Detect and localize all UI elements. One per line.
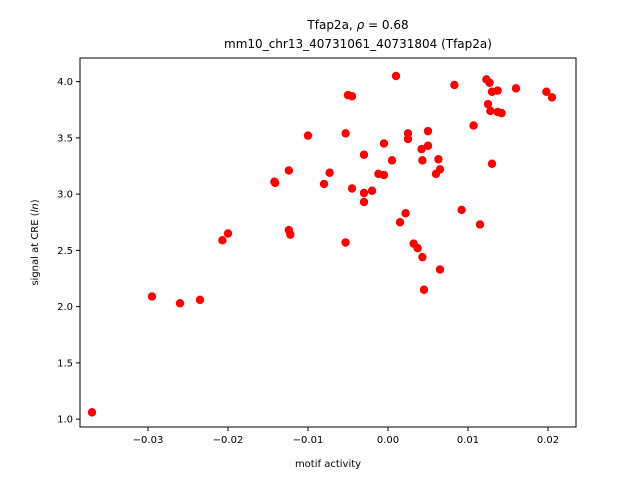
data-point <box>223 229 233 238</box>
data-point <box>395 218 405 227</box>
data-point <box>341 129 350 138</box>
data-point <box>387 156 397 165</box>
chart-subtitle: mm10_chr13_40731061_40731804 (Tfap2a) <box>224 37 492 51</box>
data-point <box>218 236 227 245</box>
data-point <box>347 92 357 101</box>
x-tick-label: −0.01 <box>293 435 324 446</box>
data-point <box>475 220 485 229</box>
data-point <box>195 295 205 305</box>
x-tick-label: −0.02 <box>213 435 244 446</box>
data-point <box>417 144 426 154</box>
x-tick-label: 0.01 <box>457 435 479 446</box>
data-point <box>434 155 443 164</box>
data-point <box>469 121 478 130</box>
plot-frame <box>79 57 577 428</box>
data-point <box>487 159 497 168</box>
data-point <box>403 134 413 144</box>
data-point <box>359 150 369 159</box>
data-point <box>347 184 357 193</box>
data-point <box>435 165 445 174</box>
y-tick-label: 2.0 <box>57 302 73 313</box>
data-point <box>418 156 427 165</box>
data-point <box>319 179 329 189</box>
y-tick-label: 1.0 <box>57 415 73 426</box>
data-point <box>419 285 429 294</box>
y-tick-label: 3.0 <box>57 190 73 201</box>
data-point <box>493 86 502 95</box>
data-point <box>547 93 557 102</box>
axis-ticks: −0.03 −0.02 −0.01 0.00 0.01 0.02 1.0 1.5 2.0 2.5 3… <box>57 77 559 446</box>
data-point <box>271 178 280 188</box>
x-tick-label: −0.03 <box>133 435 164 446</box>
data-point <box>303 131 313 140</box>
data-points <box>87 71 557 417</box>
data-point <box>341 238 350 247</box>
x-axis-label: motif activity <box>295 459 361 470</box>
data-point <box>379 139 389 148</box>
data-point <box>379 170 389 180</box>
data-point <box>359 197 369 207</box>
y-tick-label: 4.0 <box>57 77 73 88</box>
data-point <box>423 141 433 150</box>
data-point <box>457 205 466 215</box>
data-point <box>401 209 410 218</box>
y-tick-label: 2.5 <box>57 246 73 257</box>
data-point <box>485 78 494 87</box>
data-point <box>497 108 506 118</box>
data-point <box>284 166 293 175</box>
data-point <box>147 292 157 301</box>
data-point <box>423 126 433 136</box>
y-axis-label: signal at CRE (ln) <box>30 199 41 285</box>
data-point <box>511 84 521 93</box>
data-point <box>286 230 295 239</box>
y-tick-label: 3.5 <box>57 133 73 144</box>
data-point <box>87 408 97 417</box>
data-point <box>391 71 401 81</box>
data-point <box>483 99 493 109</box>
x-tick-label: 0.00 <box>377 435 399 446</box>
data-point <box>413 243 422 253</box>
chart-title: Tfap2a, ρ = 0.68 <box>306 18 408 32</box>
data-point <box>450 80 459 90</box>
data-point <box>418 252 427 262</box>
data-point <box>435 265 445 274</box>
data-point <box>175 299 185 308</box>
data-point <box>542 87 551 96</box>
y-tick-label: 1.5 <box>57 358 73 369</box>
data-point <box>325 168 334 177</box>
data-point <box>486 106 495 116</box>
data-point <box>367 186 377 195</box>
x-tick-label: 0.02 <box>537 435 559 446</box>
data-point <box>359 188 369 198</box>
